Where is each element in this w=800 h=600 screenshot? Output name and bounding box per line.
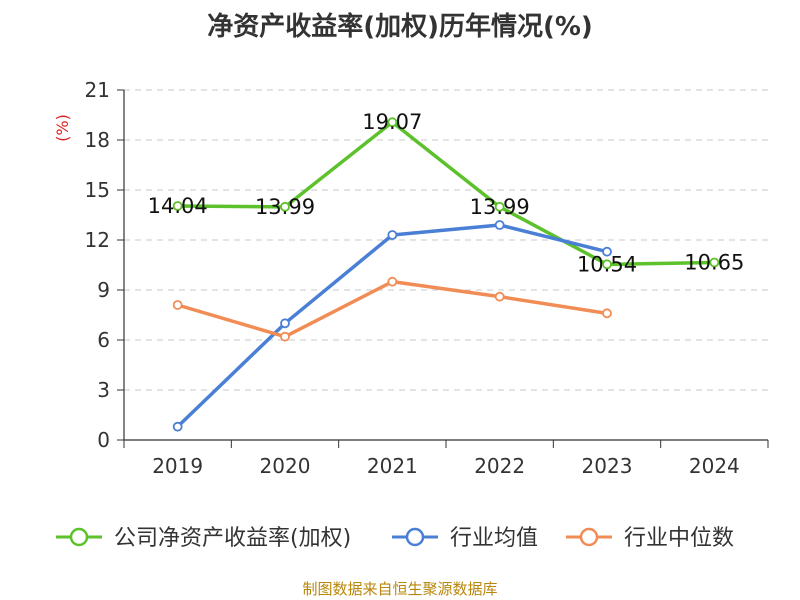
legend: 公司净资产收益率(加权) 行业均值 行业中位数 <box>56 526 734 551</box>
data-point <box>494 201 505 212</box>
data-point <box>387 230 398 240</box>
x-tick-label: 2022 <box>474 454 525 478</box>
legend-label: 行业均值 <box>450 526 538 551</box>
legend-marker <box>69 527 89 547</box>
y-tick-label: 3 <box>97 378 110 402</box>
data-label: 14.04 <box>148 194 208 218</box>
data-point <box>602 259 612 270</box>
data-point <box>494 291 505 302</box>
x-tick-label: 2020 <box>260 454 311 478</box>
data-point <box>280 331 290 342</box>
y-tick-label: 15 <box>85 178 110 202</box>
y-tick-label: 21 <box>85 78 110 102</box>
data-point <box>387 117 398 128</box>
data-label: 10.65 <box>684 251 744 275</box>
data-labels: 14.04 13.99 19.07 13.99 10.54 10.65 <box>148 110 745 276</box>
x-axis-ticks: 2019 2020 2021 2022 2023 2024 <box>123 440 769 478</box>
x-tick-label: 2021 <box>367 454 418 478</box>
y-axis-ticks: 0 3 6 9 12 15 18 21 <box>85 78 124 452</box>
data-point <box>602 246 612 257</box>
grid-lines <box>124 89 768 391</box>
y-tick-label: 0 <box>97 428 110 452</box>
data-point <box>387 276 398 287</box>
legend-marker <box>405 527 425 547</box>
y-tick-label: 6 <box>97 328 110 352</box>
y-tick-label: 18 <box>85 128 110 152</box>
chart-title: 净资产收益率(加权)历年情况(%) <box>207 12 593 42</box>
data-point <box>494 220 505 230</box>
data-point <box>172 201 183 211</box>
y-tick-label: 9 <box>97 278 110 302</box>
data-label: 10.54 <box>577 252 637 276</box>
series-line <box>177 120 715 267</box>
data-point <box>280 201 290 212</box>
legend-label: 公司净资产收益率(加权) <box>114 526 351 551</box>
data-label: 13.99 <box>255 195 315 219</box>
legend-marker <box>579 527 599 547</box>
x-tick-label: 2024 <box>689 454 740 478</box>
data-point <box>602 308 612 319</box>
y-axis-unit: (%) <box>53 114 72 142</box>
data-point <box>280 318 290 329</box>
series-group <box>172 117 720 432</box>
data-label: 19.07 <box>362 110 422 134</box>
y-tick-label: 12 <box>85 228 110 252</box>
data-point <box>172 300 183 310</box>
series-line <box>176 223 608 428</box>
x-tick-label: 2023 <box>582 454 633 478</box>
data-point <box>709 257 720 268</box>
x-tick-label: 2019 <box>152 454 203 478</box>
legend-label: 行业中位数 <box>624 526 734 551</box>
data-source: 制图数据来自恒生聚源数据库 <box>302 580 498 598</box>
data-point <box>172 421 183 432</box>
data-label: 13.99 <box>470 195 530 219</box>
